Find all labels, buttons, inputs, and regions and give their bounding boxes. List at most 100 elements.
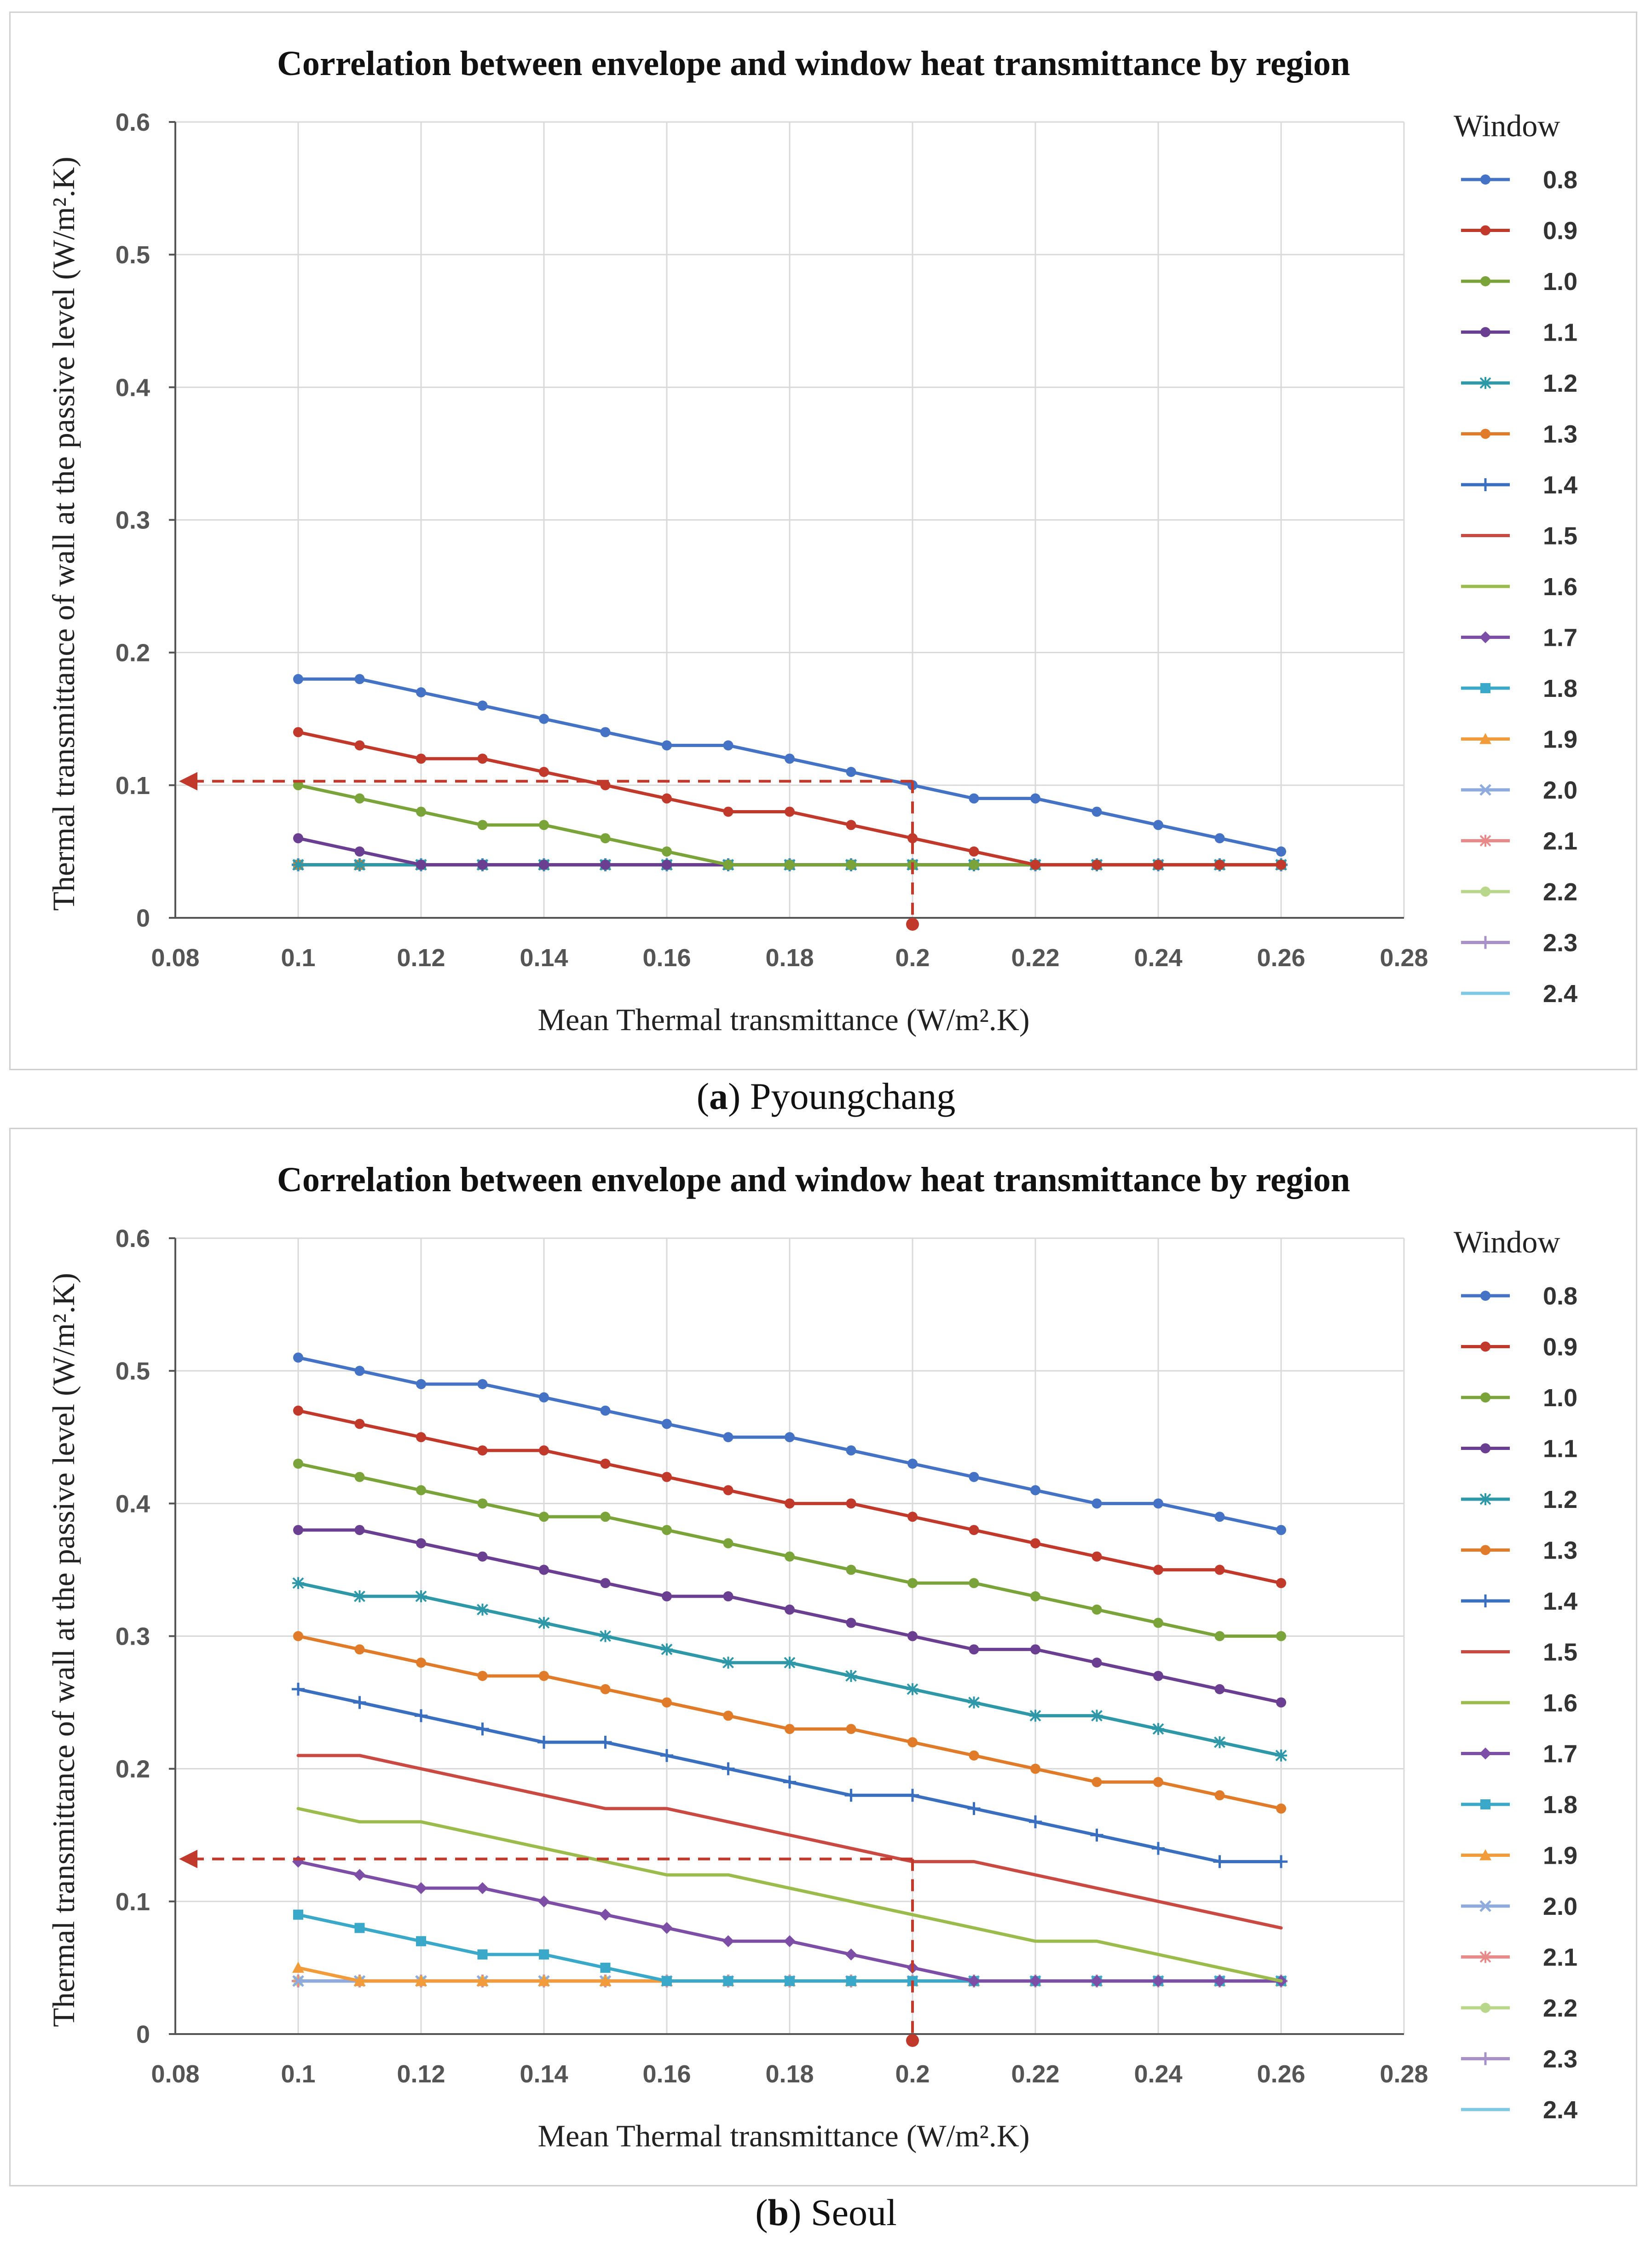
x-tick-label: 0.28 [1380,2060,1428,2088]
x-tick-label: 0.08 [151,2060,199,2088]
data-point [785,754,795,764]
data-point [539,1949,549,1960]
legend-label: 2.3 [1543,929,1577,957]
data-point [785,1432,795,1443]
legend-label: 1.9 [1543,726,1577,754]
data-point [845,1948,857,1961]
series-0-9 [293,1405,1286,1588]
legend-label: 1.9 [1543,1842,1577,1870]
legend-title: Window [1454,108,1560,143]
legend-item-1-6: 1.6 [1461,1689,1577,1717]
data-point [723,1432,734,1443]
data-point [477,700,488,711]
chart-panel-seoul: Correlation between envelope and window … [9,1128,1637,2186]
data-point [354,1366,365,1376]
x-axis-label: Mean Thermal transmittance (W/m².K) [538,1002,1030,1037]
legend-item-1-5: 1.5 [1461,522,1577,550]
legend-swatch-marker [1479,1951,1491,1963]
legend-label: 1.3 [1543,1537,1577,1565]
data-point [416,1379,426,1389]
series-layer [292,1352,1288,1988]
legend-label: 1.4 [1543,1588,1577,1615]
data-point [969,1578,979,1588]
data-point [1214,859,1225,870]
data-point [661,1643,673,1656]
data-point [354,846,365,857]
legend-label: 0.8 [1543,166,1577,194]
data-point [1153,1565,1163,1575]
y-tick-label: 0 [136,2021,150,2048]
data-point [969,1750,979,1761]
data-point [293,1525,303,1535]
data-point [354,1419,365,1429]
y-tick-label: 0.4 [116,1490,150,1518]
y-tick-label: 0.5 [116,241,150,269]
legend-label: 1.0 [1543,268,1577,296]
data-point [1152,1842,1165,1855]
series-0-8 [293,1352,1286,1535]
legend-label: 1.8 [1543,1791,1577,1819]
chart-svg-seoul: Correlation between envelope and window … [46,1160,1577,2153]
data-point [783,1775,796,1789]
data-point [845,1670,857,1682]
data-point [967,1802,981,1815]
data-point [1092,1777,1102,1787]
legend-swatch-marker [1480,429,1490,439]
data-point [1029,1710,1041,1722]
legend-item-1-4: 1.4 [1461,1588,1577,1615]
caption-pyoungchang: (a) Pyoungchang [696,1075,956,1117]
data-point [846,1565,856,1575]
data-point [600,1684,611,1694]
legend-label: 2.0 [1543,777,1577,804]
data-point [1214,833,1225,844]
data-point [846,1498,856,1509]
legend-item-1-0: 1.0 [1461,268,1577,296]
legend-label: 0.9 [1543,217,1577,245]
legend-swatch-marker [1479,936,1492,949]
legend-swatch-marker [1480,174,1490,185]
data-point [1030,1485,1040,1496]
data-point [1030,1591,1040,1602]
data-point [969,793,979,804]
data-point [1029,1815,1042,1828]
data-point [969,1525,979,1535]
legend-swatch-marker [1479,1493,1491,1505]
data-point [968,1696,980,1709]
x-tick-label: 0.14 [520,2060,568,2088]
data-point [539,859,549,870]
legend-item-1-7: 1.7 [1461,1740,1577,1768]
data-point [354,740,365,751]
data-point [1092,859,1102,870]
legend-label: 2.2 [1543,1994,1577,2022]
data-point [723,1976,734,1986]
data-point [600,1458,611,1469]
data-point [1153,1777,1163,1787]
data-point [292,858,304,871]
legend-item-1-1: 1.1 [1461,319,1577,347]
data-point [784,1935,796,1948]
y-tick-label: 0.3 [116,507,150,534]
data-point [662,1976,672,1986]
x-tick-label: 0.1 [281,2060,315,2088]
y-tick-label: 0.3 [116,1623,150,1651]
x-tick-label: 0.16 [642,944,691,972]
data-point [1213,1855,1226,1868]
data-point [907,1512,918,1522]
data-point [293,780,303,790]
legend-item-1-8: 1.8 [1461,675,1577,702]
data-point [1092,806,1102,817]
data-point [1214,1631,1225,1641]
data-point [476,1975,489,1986]
data-point [662,740,672,751]
data-point [293,833,303,844]
x-tick-label: 0.26 [1257,944,1305,972]
guide-lines [179,1849,919,2047]
data-point [785,859,795,870]
data-point [416,687,426,698]
data-point [292,1975,304,1987]
data-point [1276,859,1286,870]
data-point [293,1352,303,1363]
x-tick-label: 0.22 [1011,2060,1059,2088]
data-point [1153,859,1163,870]
y-tick-label: 0.4 [116,374,150,401]
